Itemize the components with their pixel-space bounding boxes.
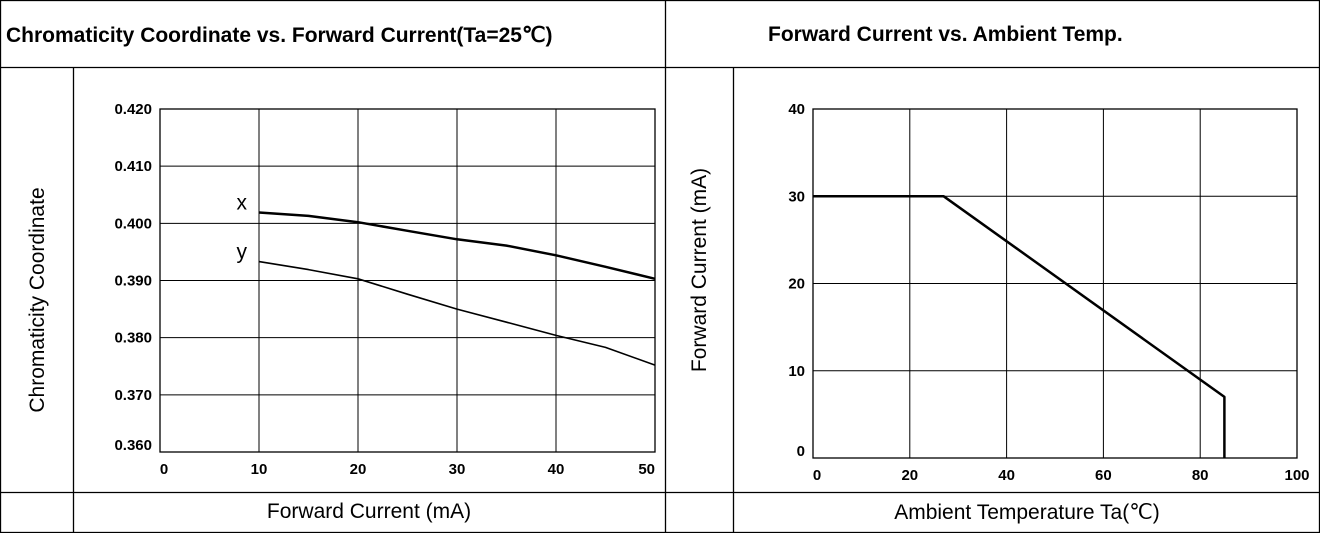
right-x-axis-label: Ambient Temperature Ta(℃) (894, 501, 1160, 524)
left-x-axis-label: Forward Current (mA) (266, 500, 472, 523)
x-tick-label: 50 (638, 461, 655, 478)
x-tick-label: 10 (251, 461, 268, 478)
plot-area (159, 108, 656, 453)
series-x-line (258, 211, 656, 281)
x-tick-label: 40 (998, 467, 1015, 484)
x-tick-label: 60 (1095, 467, 1112, 484)
series-label-y: y (237, 241, 248, 264)
x-tick-label: 80 (1192, 467, 1209, 484)
y-tick-label: 10 (788, 363, 805, 380)
y-tick-label: 0.400 (114, 215, 152, 232)
x-tick-label: 0 (160, 461, 168, 478)
left-chart-title: Chromaticity Coordinate vs. Forward Curr… (6, 24, 553, 47)
y-tick-label: 40 (788, 101, 805, 118)
y-tick-label: 0 (797, 443, 805, 460)
y-tick-label: 0.380 (114, 330, 152, 347)
y-tick-label: 0.360 (114, 437, 152, 454)
y-tick-label: 30 (788, 188, 805, 205)
x-tick-label: 20 (901, 467, 918, 484)
right-chart-title: Forward Current vs. Ambient Temp. (768, 23, 1123, 46)
y-tick-label: 0.410 (114, 158, 152, 175)
y-tick-label: 0.370 (114, 387, 152, 404)
series-y-line (258, 260, 656, 366)
series-label-x: x (237, 191, 248, 214)
x-tick-label: 20 (350, 461, 367, 478)
x-tick-label: 30 (449, 461, 466, 478)
x-tick-label: 100 (1284, 467, 1309, 484)
y-tick-label: 0.420 (114, 101, 152, 118)
x-tick-label: 0 (813, 467, 821, 484)
y-tick-label: 0.390 (114, 273, 152, 290)
plot-area (812, 108, 1298, 459)
y-tick-label: 20 (788, 276, 805, 293)
x-tick-label: 40 (548, 461, 565, 478)
series-line (813, 195, 1226, 458)
